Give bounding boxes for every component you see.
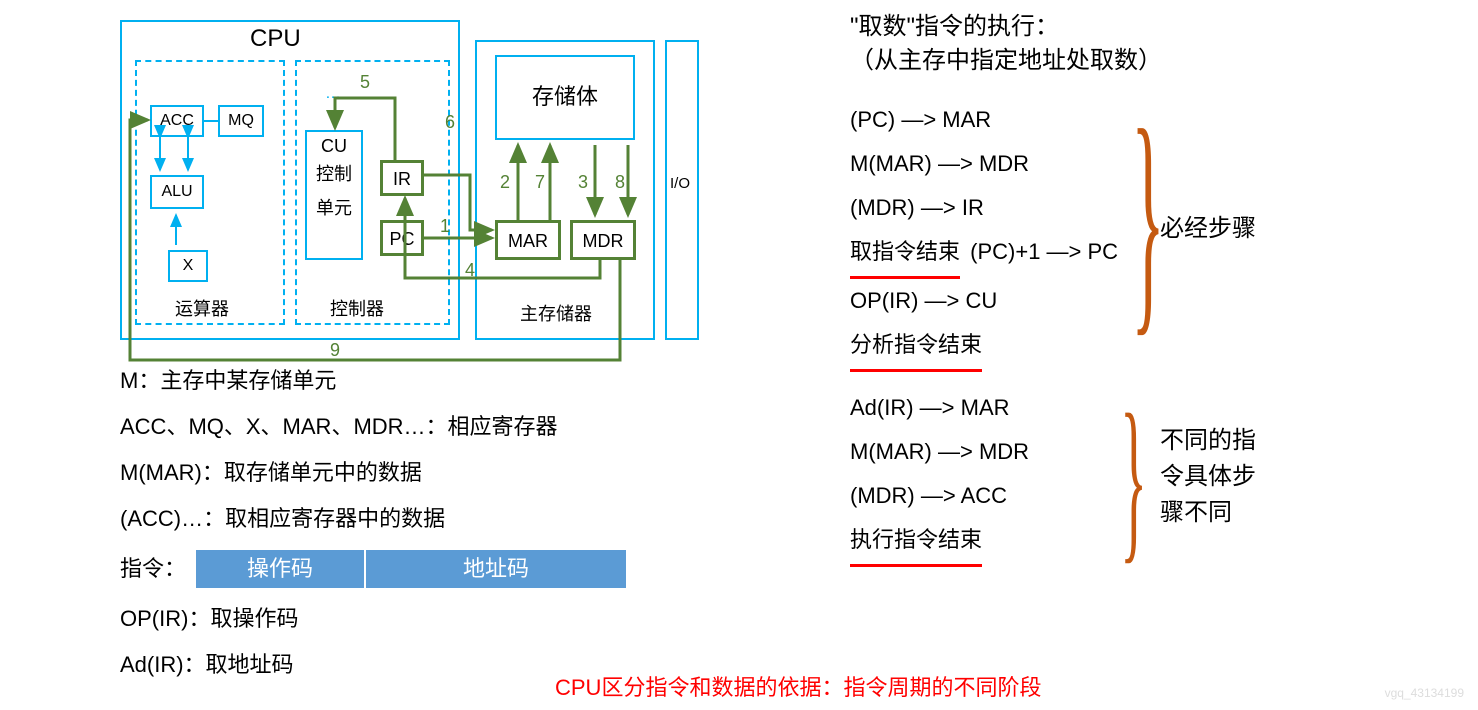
arrow-num-5: 5 (360, 72, 370, 93)
cpu-label: CPU (250, 25, 301, 53)
txt-acc: (ACC)…：取相应寄存器中的数据 (120, 496, 760, 542)
arrow-num-8: 8 (615, 172, 625, 193)
pc-inc: (PC)+1 —> PC (970, 239, 1118, 264)
cpu-diagram: CPU ACC MQ ALU X CU 控制 单元 IR PC 运算器 控制器 … (120, 20, 700, 340)
instruction-box: 操作码 地址码 (196, 550, 626, 588)
brace-2: } (1120, 374, 1147, 583)
right-title1: "取数"指令的执行： (850, 10, 1458, 44)
alu-group-label: 运算器 (175, 295, 229, 321)
ctrl-group-label: 控制器 (330, 295, 384, 321)
x-register: X (168, 250, 208, 282)
right-title2: （从主存中指定地址处取数） (850, 44, 1458, 78)
txt-opir: OP(IR)：取操作码 (120, 596, 760, 642)
cu-sub2: 单元 (307, 191, 361, 225)
ir-register: IR (380, 160, 424, 196)
mar-register: MAR (495, 220, 561, 260)
cu-box: CU 控制 单元 (305, 130, 363, 260)
alu-box: ALU (150, 175, 204, 209)
analyze-end-label: 分析指令结束 (850, 323, 982, 372)
txt-m: M：主存中某存储单元 (120, 358, 760, 404)
io-label: I/O (670, 175, 690, 192)
step-b-1: M(MAR) —> MDR (850, 430, 1458, 474)
step-exec-end: 执行指令结束 (850, 518, 1458, 567)
arrow-num-7: 7 (535, 172, 545, 193)
txt-registers: ACC、MQ、X、MAR、MDR…：相应寄存器 (120, 404, 760, 450)
arrow-num-4: 4 (465, 260, 475, 281)
exec-end-label: 执行指令结束 (850, 518, 982, 567)
fetch-end-label: 取指令结束 (850, 230, 960, 279)
cu-sub1: 控制 (307, 157, 361, 191)
instruction-row: 指令： 操作码 地址码 (120, 546, 760, 592)
txt-mmar: M(MAR)：取存储单元中的数据 (120, 450, 760, 496)
steps-block: (PC) —> MAR M(MAR) —> MDR (MDR) —> IR 取指… (850, 98, 1458, 567)
arrow-num-1: 1 (440, 216, 450, 237)
bottom-red-note: CPU区分指令和数据的依据：指令周期的不同阶段 (555, 670, 1041, 702)
memory-label: 主存储器 (520, 300, 592, 326)
arrow-num-2: 2 (500, 172, 510, 193)
arrow-num-3: 3 (578, 172, 588, 193)
step-b-0: Ad(IR) —> MAR (850, 386, 1458, 430)
watermark: vgq_43134199 (1385, 686, 1464, 700)
pc-register: PC (380, 220, 424, 256)
acc-register: ACC (150, 105, 204, 137)
opcode-cell: 操作码 (196, 550, 366, 588)
mq-register: MQ (218, 105, 264, 137)
cu-label: CU (307, 136, 361, 157)
brace-2-label: 不同的指令具体步骤不同 (1160, 423, 1256, 531)
arrow-num-6: 6 (445, 112, 455, 133)
addrcode-cell: 地址码 (366, 550, 626, 588)
brace-1-label: 必经步骤 (1160, 208, 1256, 243)
mdr-register: MDR (570, 220, 636, 260)
arrow-num-9: 9 (330, 340, 340, 361)
instruction-label: 指令： (120, 546, 186, 592)
storage-body: 存储体 (495, 55, 635, 140)
left-text-block: M：主存中某存储单元 ACC、MQ、X、MAR、MDR…：相应寄存器 M(MAR… (120, 358, 760, 688)
step-b-2: (MDR) —> ACC (850, 474, 1458, 518)
